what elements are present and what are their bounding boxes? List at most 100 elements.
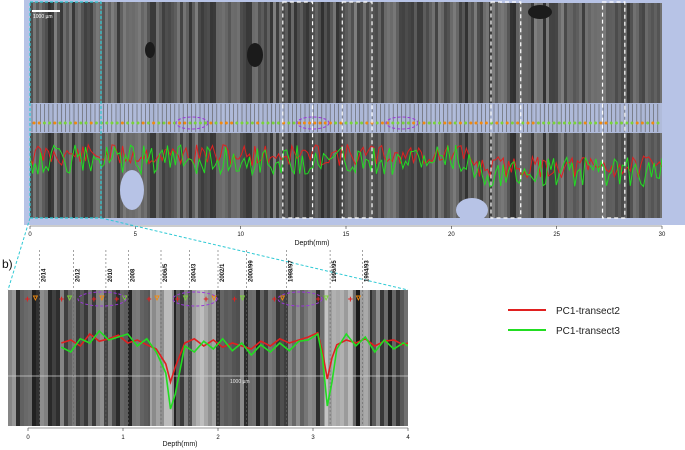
inset-scale-label: 1000 µm bbox=[230, 379, 250, 385]
core-stripe bbox=[20, 290, 24, 426]
x-tick-label-a: 20 bbox=[448, 232, 455, 238]
marker-triangle bbox=[99, 295, 105, 302]
marker bbox=[536, 121, 540, 125]
highlight-ellipse bbox=[385, 116, 419, 130]
core-stripe bbox=[220, 290, 224, 426]
marker bbox=[297, 121, 301, 125]
marker bbox=[131, 121, 135, 125]
pore bbox=[528, 5, 552, 19]
year-label: 2002/1 bbox=[220, 263, 226, 282]
year-label: 1996/95 bbox=[332, 260, 338, 282]
core-stripe bbox=[192, 290, 196, 426]
marker bbox=[167, 121, 171, 125]
marker bbox=[235, 121, 239, 125]
core-stripe bbox=[84, 290, 88, 426]
x-tick-label-b: 4 bbox=[406, 435, 410, 441]
marker bbox=[198, 121, 202, 125]
marker bbox=[162, 121, 166, 125]
core-stripe bbox=[184, 290, 188, 426]
dashed-box bbox=[490, 1, 522, 219]
marker bbox=[464, 121, 468, 125]
year-label: 2014 bbox=[41, 268, 47, 282]
core-stripe bbox=[388, 290, 392, 426]
marker bbox=[224, 121, 228, 125]
core-stripe bbox=[64, 290, 68, 426]
core-stripe bbox=[396, 290, 400, 426]
marker bbox=[349, 121, 353, 125]
series-line-transect2-b bbox=[61, 331, 408, 385]
marker-plus: + bbox=[348, 294, 353, 304]
marker bbox=[505, 121, 509, 125]
marker bbox=[651, 121, 655, 125]
marker bbox=[479, 121, 483, 125]
marker bbox=[126, 121, 130, 125]
core-stripe bbox=[48, 290, 52, 426]
core-stripe bbox=[140, 290, 144, 426]
core-stripe bbox=[404, 290, 408, 426]
marker bbox=[427, 121, 431, 125]
marker bbox=[578, 121, 582, 125]
core-stripe bbox=[88, 290, 92, 426]
marker bbox=[531, 121, 535, 125]
marker bbox=[287, 121, 291, 125]
marker bbox=[526, 121, 530, 125]
core-stripe bbox=[228, 290, 232, 426]
marker bbox=[318, 121, 322, 125]
marker bbox=[183, 121, 187, 125]
marker bbox=[510, 121, 514, 125]
marker bbox=[105, 121, 109, 125]
core-stripe bbox=[376, 290, 380, 426]
marker bbox=[432, 121, 436, 125]
marker bbox=[339, 121, 343, 125]
marker bbox=[521, 121, 525, 125]
core-stripe bbox=[308, 290, 312, 426]
core-stripe bbox=[248, 290, 252, 426]
year-label: 1994/93 bbox=[364, 260, 370, 282]
marker bbox=[230, 121, 234, 125]
year-label: 1998/97 bbox=[288, 260, 294, 282]
marker bbox=[328, 121, 332, 125]
legend-label-transect3: PC1-transect3 bbox=[556, 326, 620, 337]
marker bbox=[334, 121, 338, 125]
core-stripe bbox=[188, 290, 192, 426]
core-stripe bbox=[36, 290, 40, 426]
marker bbox=[583, 121, 587, 125]
core-stripe bbox=[288, 290, 292, 426]
marker bbox=[157, 121, 161, 125]
marker bbox=[266, 121, 270, 125]
marker-row-b: + + + + + + + + + + + bbox=[25, 294, 362, 304]
core-stripe bbox=[392, 290, 396, 426]
x-tick-label-a: 5 bbox=[134, 232, 138, 238]
core-stripe bbox=[112, 290, 116, 426]
marker bbox=[640, 121, 644, 125]
core-stripe bbox=[40, 290, 44, 426]
marker bbox=[469, 121, 473, 125]
marker bbox=[136, 121, 140, 125]
core-stripe bbox=[116, 290, 120, 426]
marker bbox=[58, 121, 62, 125]
marker bbox=[500, 121, 504, 125]
marker-triangle bbox=[66, 295, 73, 302]
core-stripes-b bbox=[8, 290, 408, 426]
x-tick-label-b: 0 bbox=[26, 435, 30, 441]
marker bbox=[557, 121, 561, 125]
pore bbox=[120, 170, 144, 210]
core-stripe bbox=[68, 290, 72, 426]
marker bbox=[120, 121, 124, 125]
marker bbox=[344, 121, 348, 125]
marker bbox=[37, 121, 41, 125]
panel-b-image bbox=[8, 290, 408, 426]
marker-plus: + bbox=[114, 294, 119, 304]
marker bbox=[594, 121, 598, 125]
x-tick-label-a: 15 bbox=[343, 232, 350, 238]
series-line-transect3-b bbox=[60, 329, 408, 410]
marker bbox=[74, 121, 78, 125]
marker bbox=[443, 121, 447, 125]
core-stripe bbox=[352, 290, 356, 426]
highlight-ellipse bbox=[77, 291, 127, 307]
marker bbox=[188, 121, 192, 125]
panel-b: 1000 µm 2014 2012 2010 2008 2006/5 2004/3 2002… bbox=[8, 250, 410, 448]
marker bbox=[323, 121, 327, 125]
marker-plus: + bbox=[175, 294, 180, 304]
